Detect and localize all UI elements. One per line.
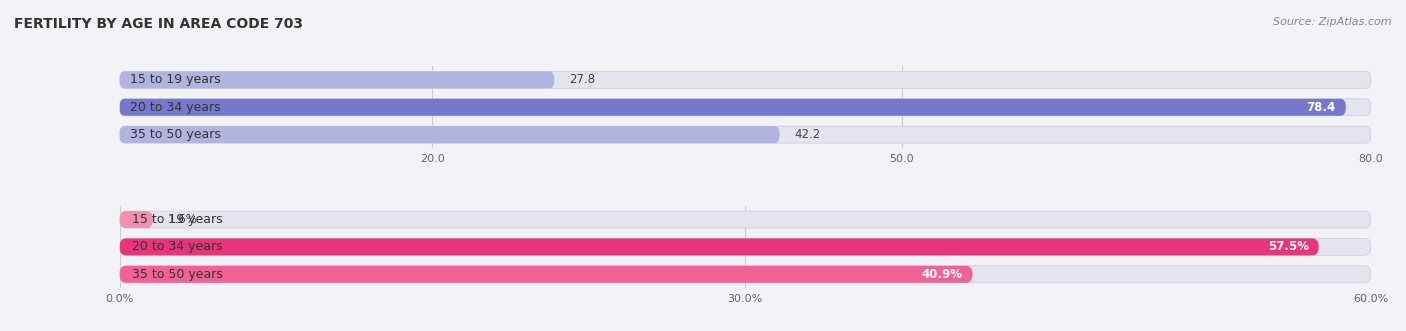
Text: 42.2: 42.2 xyxy=(794,128,821,141)
Text: 15 to 19 years: 15 to 19 years xyxy=(131,73,221,86)
Text: 20 to 34 years: 20 to 34 years xyxy=(131,101,221,114)
Text: 78.4: 78.4 xyxy=(1306,101,1336,114)
FancyBboxPatch shape xyxy=(120,211,1371,228)
FancyBboxPatch shape xyxy=(120,238,1319,256)
Text: 40.9%: 40.9% xyxy=(921,268,963,281)
Text: 57.5%: 57.5% xyxy=(1268,240,1309,254)
FancyBboxPatch shape xyxy=(120,266,973,283)
FancyBboxPatch shape xyxy=(120,71,1371,88)
FancyBboxPatch shape xyxy=(120,266,1371,283)
FancyBboxPatch shape xyxy=(120,238,1371,256)
FancyBboxPatch shape xyxy=(120,126,1371,143)
Text: 15 to 19 years: 15 to 19 years xyxy=(132,213,222,226)
FancyBboxPatch shape xyxy=(120,211,153,228)
FancyBboxPatch shape xyxy=(120,126,779,143)
Text: 20 to 34 years: 20 to 34 years xyxy=(132,240,222,254)
Text: 27.8: 27.8 xyxy=(569,73,596,86)
FancyBboxPatch shape xyxy=(120,99,1346,116)
FancyBboxPatch shape xyxy=(120,99,1371,116)
Text: 35 to 50 years: 35 to 50 years xyxy=(131,128,221,141)
Text: FERTILITY BY AGE IN AREA CODE 703: FERTILITY BY AGE IN AREA CODE 703 xyxy=(14,17,304,30)
Text: 1.6%: 1.6% xyxy=(167,213,198,226)
FancyBboxPatch shape xyxy=(120,71,554,88)
Text: 35 to 50 years: 35 to 50 years xyxy=(132,268,224,281)
Text: Source: ZipAtlas.com: Source: ZipAtlas.com xyxy=(1274,17,1392,26)
